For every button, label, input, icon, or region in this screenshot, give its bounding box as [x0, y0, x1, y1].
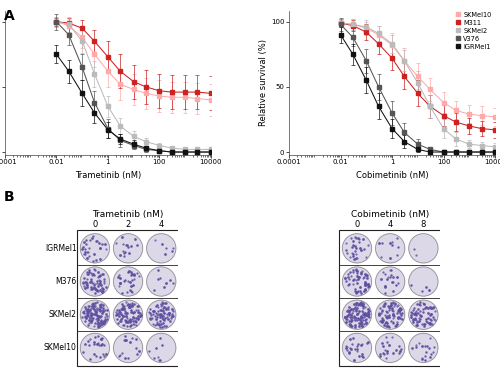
Circle shape	[80, 333, 110, 363]
Circle shape	[376, 267, 405, 296]
X-axis label: Cobimetinib (nM): Cobimetinib (nM)	[356, 171, 428, 180]
Circle shape	[342, 333, 372, 363]
Text: M376: M376	[56, 277, 76, 286]
Circle shape	[376, 300, 405, 329]
Text: SKMel10: SKMel10	[44, 343, 76, 352]
Circle shape	[376, 333, 405, 363]
Text: 4: 4	[388, 220, 393, 229]
Circle shape	[114, 234, 142, 263]
Circle shape	[409, 267, 438, 296]
Circle shape	[146, 267, 176, 296]
Circle shape	[409, 300, 438, 329]
Circle shape	[80, 267, 110, 296]
Circle shape	[342, 267, 372, 296]
Text: SKMel2: SKMel2	[48, 310, 76, 319]
Circle shape	[114, 333, 142, 363]
Text: 4: 4	[158, 220, 164, 229]
Bar	[339, 230, 442, 366]
Text: 0: 0	[92, 220, 98, 229]
Circle shape	[146, 333, 176, 363]
Circle shape	[146, 234, 176, 263]
Text: 2: 2	[126, 220, 130, 229]
Circle shape	[342, 300, 372, 329]
Circle shape	[114, 300, 142, 329]
Circle shape	[409, 234, 438, 263]
Circle shape	[146, 300, 176, 329]
Text: IGRMel1: IGRMel1	[45, 244, 76, 253]
Text: 0: 0	[354, 220, 360, 229]
Circle shape	[80, 234, 110, 263]
Circle shape	[80, 300, 110, 329]
Circle shape	[342, 234, 372, 263]
Circle shape	[114, 267, 142, 296]
Text: A: A	[4, 9, 15, 23]
Text: 8: 8	[420, 220, 426, 229]
Text: Trametinib (nM): Trametinib (nM)	[92, 210, 164, 219]
Legend: SKMel10, M311, SKMel2, V376, IGRMel1: SKMel10, M311, SKMel2, V376, IGRMel1	[456, 12, 492, 50]
Circle shape	[376, 234, 405, 263]
X-axis label: Trametinib (nM): Trametinib (nM)	[75, 171, 141, 180]
Text: Cobimetinib (nM): Cobimetinib (nM)	[351, 210, 430, 219]
Circle shape	[409, 333, 438, 363]
Bar	[77, 230, 179, 366]
Text: B: B	[4, 190, 14, 204]
Y-axis label: Relative survival (%): Relative survival (%)	[259, 40, 268, 126]
